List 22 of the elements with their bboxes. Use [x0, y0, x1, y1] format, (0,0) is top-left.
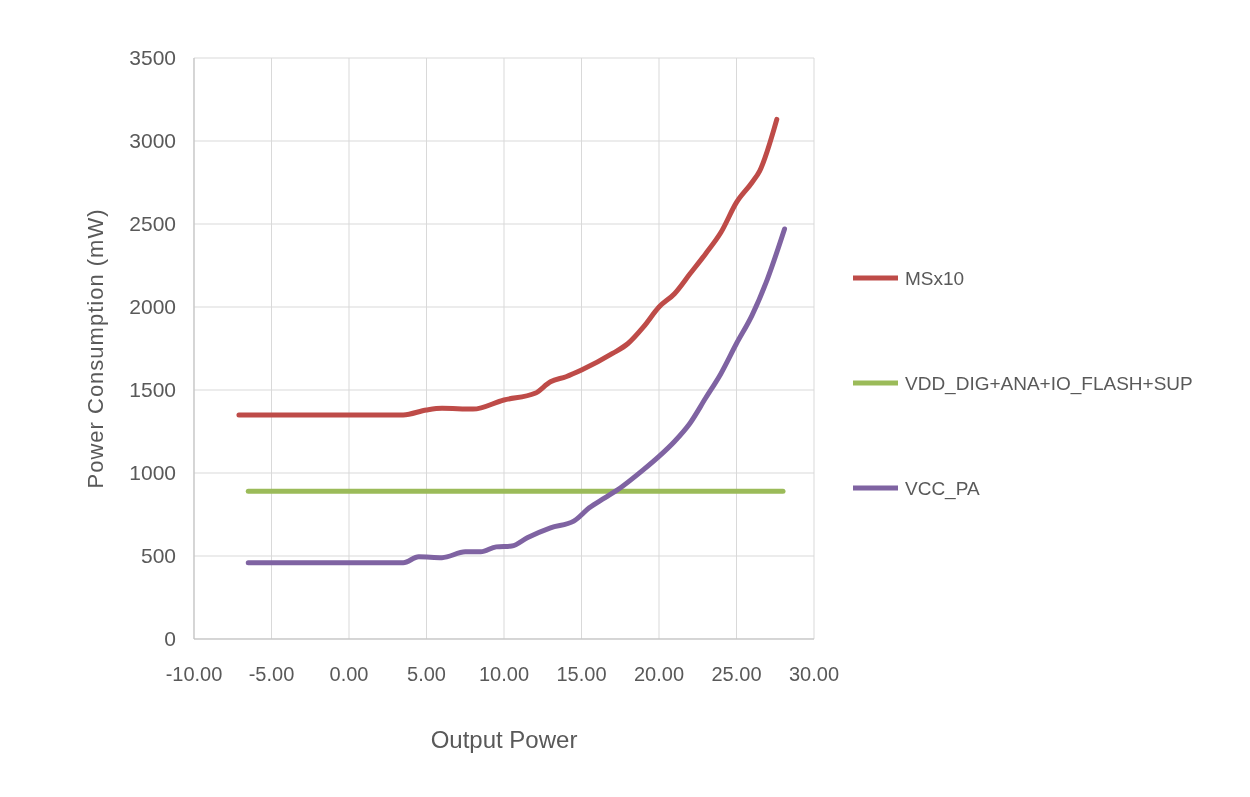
x-tick-label: -5.00: [248, 663, 295, 685]
x-tick-label: 30.00: [788, 663, 840, 685]
legend-label: VCC_PA: [905, 477, 980, 500]
y-tick-label: 2500: [129, 212, 176, 236]
y-tick-label: 2000: [129, 295, 176, 319]
y-tick-label: 500: [140, 544, 176, 568]
x-tick-label: 20.00: [633, 663, 685, 685]
x-tick-label: 10.00: [478, 663, 530, 685]
y-tick-label: 0: [164, 627, 176, 651]
x-tick-label: 0.00: [329, 663, 369, 685]
x-tick-label: 15.00: [556, 663, 607, 685]
y-tick-label: 3500: [129, 46, 176, 70]
y-axis-title: Power Consumption (mW): [83, 208, 108, 489]
y-tick-label: 1500: [129, 378, 176, 402]
legend-label: VDD_DIG+ANA+IO_FLASH+SUP: [905, 372, 1193, 395]
x-tick-label: 5.00: [407, 663, 446, 685]
x-tick-label: 25.00: [711, 663, 762, 685]
y-tick-label: 3000: [129, 129, 176, 153]
x-tick-label: -10.00: [165, 663, 223, 685]
x-axis-title: Output Power: [430, 726, 578, 753]
legend-label: MSx10: [905, 267, 965, 289]
y-tick-label: 1000: [129, 461, 176, 485]
